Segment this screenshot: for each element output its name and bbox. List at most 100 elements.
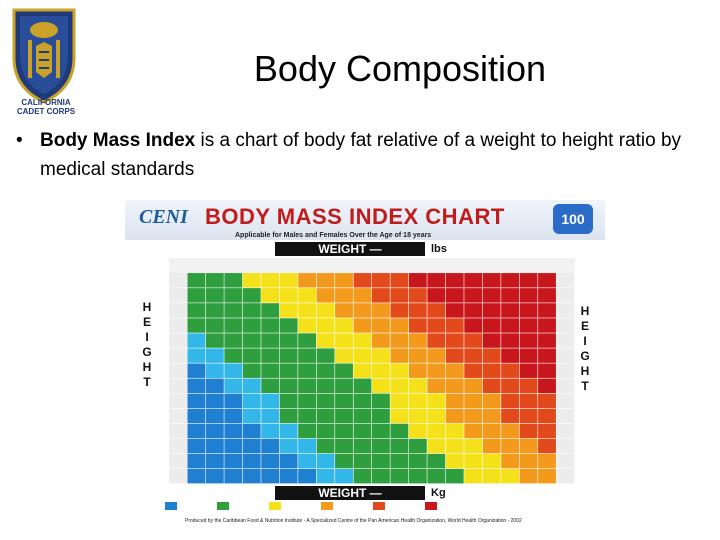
chart-footer: Produced by the Caribbean Food & Nutriti… — [185, 518, 522, 524]
grid-cell — [242, 408, 261, 424]
grid-cell — [538, 333, 556, 348]
grid-cell — [279, 273, 298, 288]
grid-cell — [242, 468, 261, 484]
grid-cell — [187, 453, 206, 469]
grid-cell — [298, 453, 317, 469]
grid-cell — [445, 333, 464, 348]
grid-cell — [482, 378, 501, 393]
grid-cell — [224, 468, 243, 484]
grid-cell — [242, 333, 261, 348]
grid-cell — [482, 453, 501, 469]
grid-cell — [242, 423, 261, 439]
grid-cell — [224, 438, 243, 454]
grid-cell — [390, 378, 409, 393]
bmi-grid — [169, 258, 575, 484]
grid-cell — [538, 363, 556, 378]
grid-cell — [279, 438, 298, 454]
grid-header-row — [169, 258, 575, 274]
grid-cell — [408, 348, 427, 363]
grid-cell — [372, 273, 390, 288]
chart-anniversary-badge: 100 — [553, 204, 593, 234]
grid-cell — [482, 438, 501, 454]
grid-cell — [556, 273, 575, 288]
grid-cell — [408, 408, 427, 424]
grid-cell — [427, 318, 446, 333]
grid-cell — [169, 378, 187, 393]
grid-cell — [427, 303, 446, 318]
grid-cell — [519, 423, 538, 439]
grid-cell — [556, 468, 575, 484]
chart-legend — [165, 502, 605, 514]
height-letter: G — [142, 345, 152, 359]
grid-cell — [187, 348, 206, 363]
legend-swatch — [373, 502, 385, 510]
chart-title: BODY MASS INDEX CHART — [205, 204, 505, 229]
grid-cell — [445, 303, 464, 318]
grid-cell — [353, 408, 372, 424]
grid-cell — [353, 468, 372, 484]
grid-cell — [464, 303, 483, 318]
grid-cell — [482, 273, 501, 288]
unit-lbs: lbs — [431, 243, 447, 255]
grid-cell — [187, 333, 206, 348]
grid-cell — [556, 318, 575, 333]
grid-cell — [464, 453, 483, 469]
grid-cell — [445, 468, 464, 484]
grid-cell — [353, 423, 372, 439]
grid-cell — [353, 363, 372, 378]
grid-cell — [224, 348, 243, 363]
grid-cell — [279, 468, 298, 484]
grid-cell — [372, 333, 390, 348]
weight-label-top: WEIGHT — — [275, 242, 425, 256]
grid-cell — [205, 288, 224, 303]
height-letter: I — [583, 334, 587, 348]
grid-cell — [187, 318, 206, 333]
grid-cell — [316, 423, 335, 439]
grid-cell — [298, 378, 317, 393]
grid-cell — [445, 438, 464, 454]
grid-cell — [556, 453, 575, 469]
grid-cell — [445, 363, 464, 378]
grid-cell — [519, 393, 538, 409]
grid-cell — [501, 303, 520, 318]
grid-cell — [538, 453, 556, 469]
grid-cell — [538, 378, 556, 393]
grid-cell — [298, 408, 317, 424]
grid-cell — [445, 453, 464, 469]
grid-cell — [538, 348, 556, 363]
grid-cell — [298, 303, 317, 318]
grid-cell — [408, 303, 427, 318]
grid-cell — [316, 318, 335, 333]
grid-cell — [187, 363, 206, 378]
weight-label-bottom: WEIGHT — — [275, 486, 425, 500]
grid-cell — [501, 408, 520, 424]
grid-cell — [408, 333, 427, 348]
grid-cell — [556, 288, 575, 303]
grid-cell — [261, 288, 280, 303]
grid-cell — [556, 438, 575, 454]
grid-cell — [187, 468, 206, 484]
legend-swatch — [217, 502, 229, 510]
grid-cell — [538, 468, 556, 484]
grid-cell — [224, 363, 243, 378]
legend-swatch — [165, 502, 177, 510]
grid-cell — [316, 333, 335, 348]
grid-cell — [224, 303, 243, 318]
grid-cell — [445, 423, 464, 439]
grid-cell — [353, 273, 372, 288]
grid-cell — [501, 468, 520, 484]
grid-cell — [464, 423, 483, 439]
grid-cell — [464, 408, 483, 424]
logo-caption-line1: CALIFORNIA — [21, 98, 71, 107]
grid-cell — [187, 378, 206, 393]
chart-brand-logo: CENI — [139, 206, 188, 228]
grid-cell — [390, 303, 409, 318]
grid-cell — [261, 453, 280, 469]
grid-cell — [335, 468, 353, 484]
legend-swatch — [425, 502, 437, 510]
grid-cell — [169, 348, 187, 363]
grid-cell — [261, 423, 280, 439]
grid-cell — [427, 468, 446, 484]
grid-cell — [298, 438, 317, 454]
grid-cell — [538, 288, 556, 303]
